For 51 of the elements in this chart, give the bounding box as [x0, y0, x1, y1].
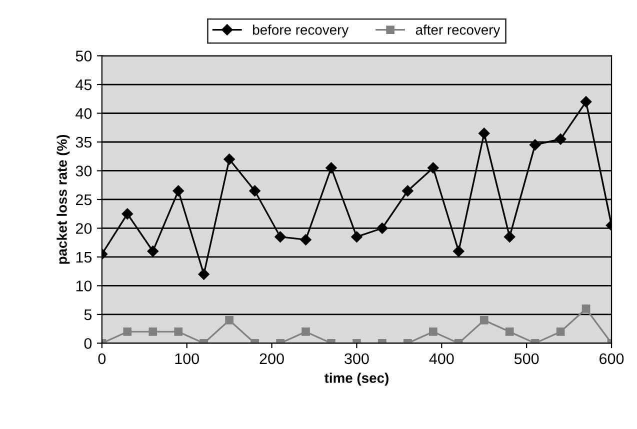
point — [556, 328, 565, 336]
y-tick-label: 0 — [84, 338, 92, 349]
point — [198, 268, 210, 280]
point — [428, 328, 438, 336]
point — [224, 154, 235, 165]
y-tick-label: 10 — [76, 280, 92, 292]
point — [274, 231, 286, 242]
y-axis-title: packet loss rate (%) — [56, 134, 70, 264]
x-tick-label: 200 — [260, 353, 284, 364]
point — [478, 128, 490, 139]
point — [249, 185, 260, 196]
x-axis-title: time (sec) — [324, 372, 388, 386]
point — [402, 185, 414, 196]
point — [174, 328, 183, 336]
point — [505, 328, 514, 336]
point — [504, 231, 516, 242]
y-tick-label: 5 — [84, 309, 92, 320]
x-tick-label: 500 — [514, 353, 539, 364]
point — [225, 316, 234, 324]
y-tick-label: 40 — [76, 108, 92, 119]
point — [554, 134, 566, 145]
y-tick-label: 45 — [76, 80, 92, 90]
point — [480, 316, 488, 324]
legend-label: after recovery — [416, 24, 500, 38]
point — [428, 162, 439, 174]
point — [302, 328, 310, 336]
x-tick-label: 600 — [600, 353, 624, 364]
point — [147, 246, 158, 257]
x-tick-label: 400 — [429, 353, 454, 364]
x-tick-label: 100 — [175, 353, 199, 364]
point — [580, 96, 592, 108]
y-tick-label: 20 — [76, 223, 92, 234]
point — [529, 139, 541, 150]
point — [326, 162, 337, 174]
point — [582, 304, 590, 313]
point — [123, 328, 132, 336]
point — [172, 185, 184, 196]
point — [300, 234, 312, 246]
point — [351, 231, 362, 242]
point — [376, 222, 388, 234]
y-tick-label: 25 — [76, 194, 92, 206]
x-tick-label: 300 — [344, 353, 369, 364]
point — [453, 246, 464, 257]
point — [122, 208, 134, 220]
legend-label: before recovery — [253, 24, 349, 38]
y-tick-label: 15 — [76, 252, 92, 263]
point — [148, 328, 158, 336]
y-tick-label: 30 — [76, 166, 92, 176]
y-tick-label: 35 — [76, 136, 92, 148]
x-tick-label: 0 — [98, 353, 106, 364]
y-tick-label: 50 — [76, 50, 92, 62]
